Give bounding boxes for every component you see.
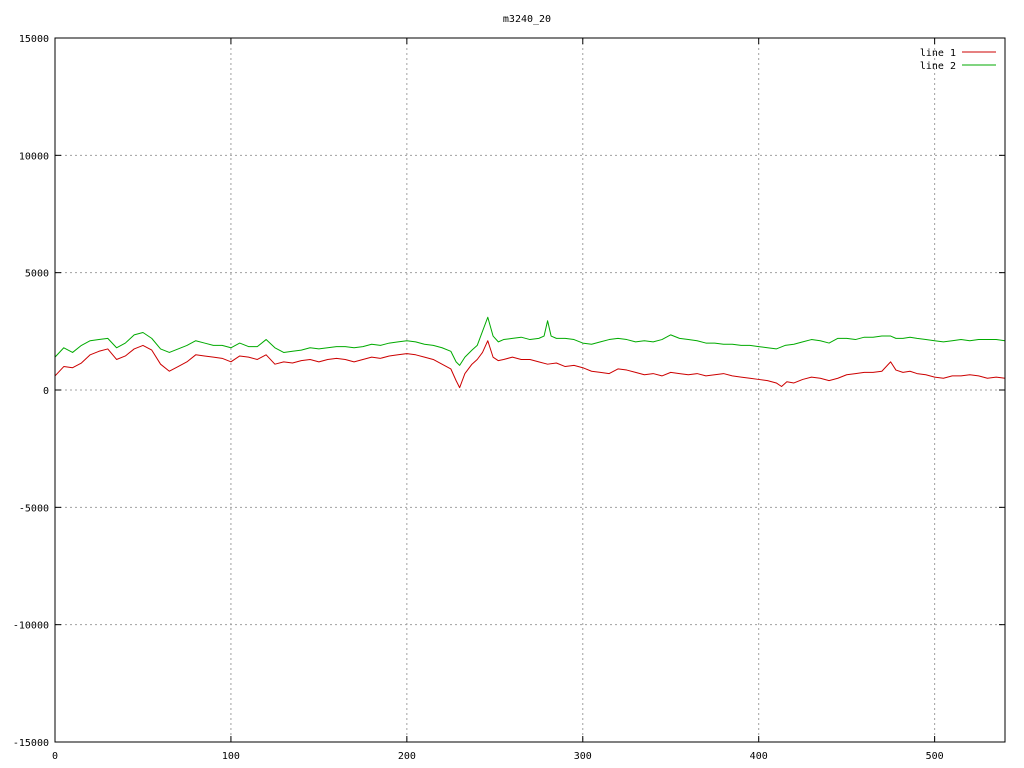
x-tick-label: 100 — [222, 751, 240, 762]
x-tick-label: 300 — [574, 751, 592, 762]
series-layer — [54, 316, 1006, 389]
axis-ticks — [54, 37, 1005, 743]
y-tick-label: -5000 — [19, 503, 49, 514]
y-tick-label: 10000 — [19, 151, 49, 162]
series-line-1 — [54, 340, 1006, 389]
series-line-2 — [54, 316, 1006, 366]
y-tick-label: 0 — [43, 386, 49, 397]
y-tick-label: -15000 — [13, 738, 49, 749]
axis-tick-labels: 0 100 200 300 400 500 -15000 -10000 -5000 0 5000 10… — [13, 34, 944, 762]
x-tick-label: 400 — [750, 751, 768, 762]
y-tick-label: 5000 — [25, 269, 49, 280]
x-tick-label: 500 — [926, 751, 944, 762]
y-tick-label: -10000 — [13, 621, 49, 632]
chart-title: m3240_20 — [503, 14, 551, 25]
grid-lines — [55, 38, 1005, 742]
legend-label-1: line 1 — [920, 48, 956, 59]
x-tick-label: 0 — [52, 751, 58, 762]
legend: line 1 line 2 — [920, 48, 996, 72]
legend-label-2: line 2 — [920, 61, 956, 72]
y-tick-label: 15000 — [19, 34, 49, 45]
x-tick-label: 200 — [398, 751, 416, 762]
